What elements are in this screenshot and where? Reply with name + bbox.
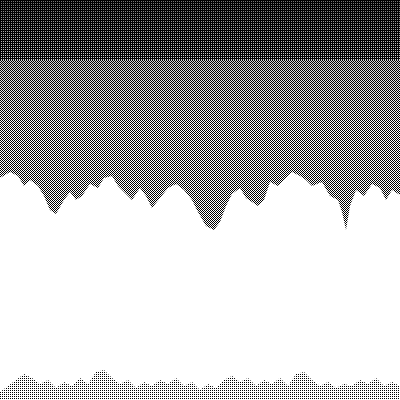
upper-band [0, 0, 400, 130]
upper-band-edge [0, 130, 400, 230]
lower-ground-strip [0, 370, 400, 400]
